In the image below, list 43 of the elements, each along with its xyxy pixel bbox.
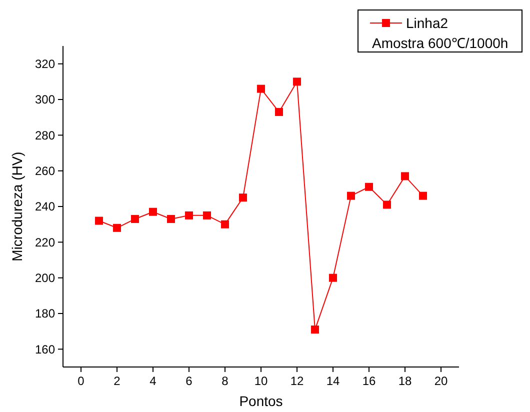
- point: [275, 108, 283, 116]
- x-tick-label: 12: [290, 374, 304, 388]
- point: [347, 192, 355, 200]
- point: [149, 208, 157, 216]
- x-tick-label: 8: [222, 374, 229, 388]
- point: [401, 172, 409, 180]
- point: [329, 274, 337, 282]
- x-tick-label: 16: [362, 374, 376, 388]
- point: [257, 84, 265, 93]
- x-tick-label: 20: [434, 374, 448, 388]
- point: [293, 78, 301, 86]
- x-axis-title: Pontos: [239, 393, 283, 409]
- y-tick-label: 260: [34, 164, 56, 178]
- x-tick-label: 18: [398, 374, 412, 388]
- y-tick-label: 280: [34, 128, 56, 142]
- y-tick-label: 240: [34, 200, 56, 214]
- legend-label: Linha2: [406, 14, 448, 31]
- x-tick-label: 2: [114, 374, 121, 388]
- point: [203, 211, 211, 220]
- y-tick-label: 320: [34, 57, 56, 72]
- point: [311, 326, 319, 334]
- point: [185, 211, 193, 220]
- point: [113, 224, 121, 232]
- y-tick-label: 160: [34, 342, 56, 356]
- point: [365, 182, 373, 191]
- annotation: Amostra 600℃/1000h: [372, 34, 508, 51]
- point: [419, 192, 427, 200]
- y-tick-label: 300: [34, 92, 56, 107]
- x-tick-label: 4: [150, 374, 157, 388]
- point: [131, 214, 139, 223]
- y-tick-label: 200: [34, 271, 56, 286]
- x-tick-label: 6: [186, 374, 193, 388]
- point: [221, 220, 229, 228]
- point: [95, 216, 103, 225]
- point: [383, 200, 391, 209]
- y-tick-label: 220: [34, 235, 56, 250]
- y-tick-label: 180: [34, 306, 56, 321]
- point: [167, 214, 175, 223]
- point: [239, 194, 247, 202]
- x-tick-label: 0: [78, 374, 85, 388]
- y-axis-title: Microdureza (HV): [9, 152, 25, 262]
- x-tick-label: 10: [254, 374, 268, 388]
- x-tick-label: 14: [326, 374, 340, 388]
